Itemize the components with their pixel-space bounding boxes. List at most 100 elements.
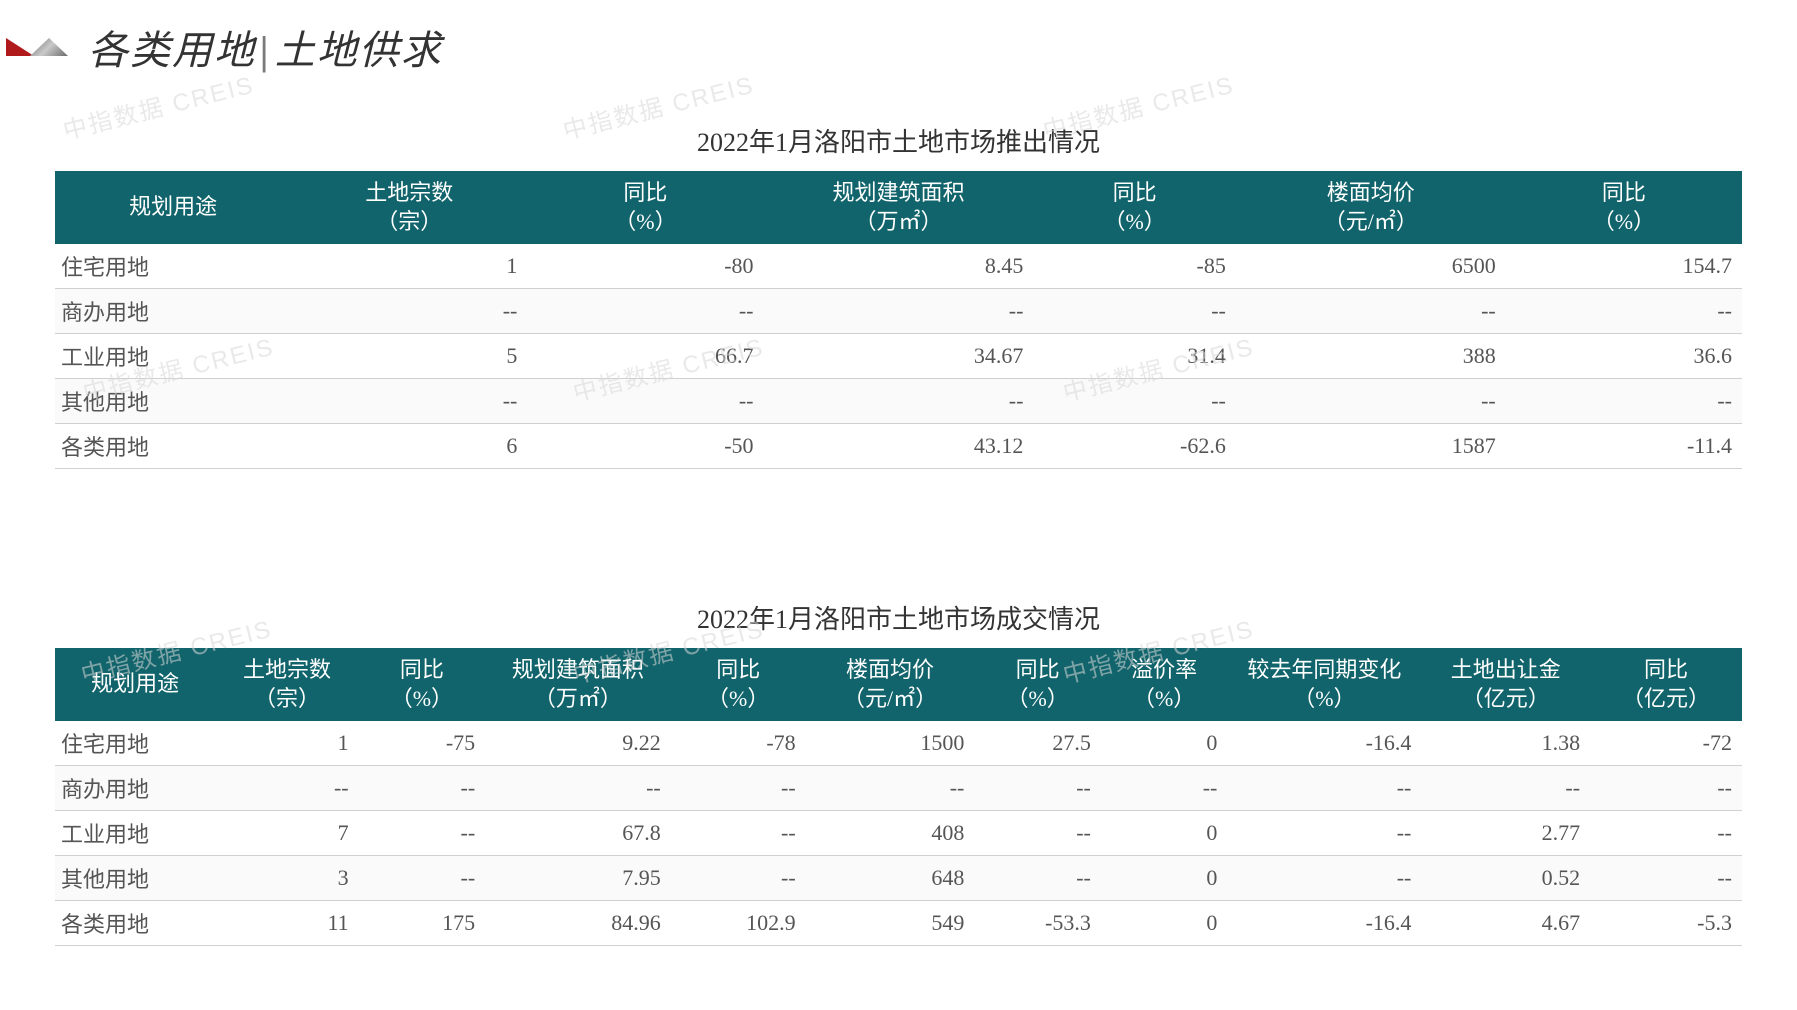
table2: 规划用途土地宗数（宗）同比（%）规划建筑面积（万㎡）同比（%）楼面均价（元/㎡）…: [55, 648, 1742, 946]
t2-cell: 1.38: [1421, 721, 1590, 766]
t2-cell: -5.3: [1590, 901, 1742, 946]
t2-cell: 67.8: [485, 811, 671, 856]
t2-cell: 1: [215, 721, 358, 766]
t1-cell: --: [1033, 289, 1235, 334]
t2-cell: 各类用地: [55, 901, 215, 946]
t2-cell: 2.77: [1421, 811, 1590, 856]
t1-cell: -80: [527, 244, 763, 289]
t1-cell: --: [1506, 379, 1742, 424]
t2-cell: 其他用地: [55, 856, 215, 901]
t1-cell: 其他用地: [55, 379, 291, 424]
t2-cell: -78: [671, 721, 806, 766]
t1-cell: --: [1236, 379, 1506, 424]
logo-red-triangle: [6, 38, 34, 56]
t1-cell: 1: [291, 244, 527, 289]
t2-cell: --: [359, 811, 486, 856]
t2-cell: 7.95: [485, 856, 671, 901]
table-row: 各类用地1117584.96102.9549-53.30-16.44.67-5.…: [55, 901, 1742, 946]
t2-col-10: 同比（亿元）: [1590, 648, 1742, 721]
t2-cell: 102.9: [671, 901, 806, 946]
t2-cell: --: [1227, 811, 1421, 856]
t2-cell: -16.4: [1227, 721, 1421, 766]
t2-col-4: 同比（%）: [671, 648, 806, 721]
t1-cell: 31.4: [1033, 334, 1235, 379]
t1-cell: --: [291, 289, 527, 334]
t1-cell: 66.7: [527, 334, 763, 379]
t2-cell: --: [215, 766, 358, 811]
table-row: 住宅用地1-808.45-856500154.7: [55, 244, 1742, 289]
t1-cell: 6500: [1236, 244, 1506, 289]
page-header: 各类用地|土地供求: [0, 0, 1797, 94]
table1-title: 2022年1月洛阳市土地市场推出情况: [55, 122, 1742, 159]
t1-cell: 388: [1236, 334, 1506, 379]
t1-cell: 8.45: [764, 244, 1034, 289]
t1-cell: -62.6: [1033, 424, 1235, 469]
t1-cell: --: [764, 379, 1034, 424]
t2-cell: 工业用地: [55, 811, 215, 856]
t2-col-8: 较去年同期变化（%）: [1227, 648, 1421, 721]
t2-cell: -75: [359, 721, 486, 766]
t1-cell: 1587: [1236, 424, 1506, 469]
t2-cell: -72: [1590, 721, 1742, 766]
t2-col-2: 同比（%）: [359, 648, 486, 721]
page-title: 各类用地|土地供求: [88, 18, 443, 76]
t1-cell: 6: [291, 424, 527, 469]
t1-cell: --: [527, 289, 763, 334]
t2-cell: 11: [215, 901, 358, 946]
t1-col-0: 规划用途: [55, 171, 291, 244]
table2-header-row: 规划用途土地宗数（宗）同比（%）规划建筑面积（万㎡）同比（%）楼面均价（元/㎡）…: [55, 648, 1742, 721]
brand-logo: [6, 38, 68, 56]
t2-cell: --: [974, 811, 1101, 856]
table1-header-row: 规划用途土地宗数（宗）同比（%）规划建筑面积（万㎡）同比（%）楼面均价（元/㎡）…: [55, 171, 1742, 244]
t1-cell: -11.4: [1506, 424, 1742, 469]
t2-cell: 商办用地: [55, 766, 215, 811]
t2-cell: --: [1227, 766, 1421, 811]
title-left: 各类用地: [88, 28, 256, 73]
t2-cell: 648: [806, 856, 975, 901]
t2-cell: -53.3: [974, 901, 1101, 946]
t2-cell: --: [671, 766, 806, 811]
table2-block: 2022年1月洛阳市土地市场成交情况 规划用途土地宗数（宗）同比（%）规划建筑面…: [55, 599, 1742, 946]
t2-cell: --: [1227, 856, 1421, 901]
t2-cell: 7: [215, 811, 358, 856]
t2-col-5: 楼面均价（元/㎡）: [806, 648, 975, 721]
t1-cell: -50: [527, 424, 763, 469]
table-row: 其他用地------------: [55, 379, 1742, 424]
t2-cell: 408: [806, 811, 975, 856]
t2-cell: --: [974, 856, 1101, 901]
t1-cell: --: [764, 289, 1034, 334]
t2-cell: --: [359, 766, 486, 811]
table-row: 各类用地6-5043.12-62.61587-11.4: [55, 424, 1742, 469]
table1-block: 2022年1月洛阳市土地市场推出情况 规划用途土地宗数（宗）同比（%）规划建筑面…: [55, 122, 1742, 469]
table-row: 工业用地566.734.6731.438836.6: [55, 334, 1742, 379]
table-row: 住宅用地1-759.22-78150027.50-16.41.38-72: [55, 721, 1742, 766]
table1: 规划用途土地宗数（宗）同比（%）规划建筑面积（万㎡）同比（%）楼面均价（元/㎡）…: [55, 171, 1742, 469]
t2-cell: --: [1101, 766, 1228, 811]
t1-cell: 154.7: [1506, 244, 1742, 289]
t2-cell: --: [806, 766, 975, 811]
t1-col-6: 同比（%）: [1506, 171, 1742, 244]
t1-cell: --: [1033, 379, 1235, 424]
t1-cell: 36.6: [1506, 334, 1742, 379]
t1-cell: 住宅用地: [55, 244, 291, 289]
t2-cell: 0: [1101, 856, 1228, 901]
t2-cell: 84.96: [485, 901, 671, 946]
table-row: 商办用地------------: [55, 289, 1742, 334]
t2-col-1: 土地宗数（宗）: [215, 648, 358, 721]
t2-cell: 549: [806, 901, 975, 946]
title-right: 土地供求: [275, 28, 443, 73]
t2-cell: --: [1590, 856, 1742, 901]
t2-col-3: 规划建筑面积（万㎡）: [485, 648, 671, 721]
t1-col-3: 规划建筑面积（万㎡）: [764, 171, 1034, 244]
t2-col-0: 规划用途: [55, 648, 215, 721]
t1-col-4: 同比（%）: [1033, 171, 1235, 244]
table-row: 工业用地7--67.8--408--0--2.77--: [55, 811, 1742, 856]
t1-col-5: 楼面均价（元/㎡）: [1236, 171, 1506, 244]
t2-cell: 0: [1101, 811, 1228, 856]
t2-cell: --: [485, 766, 671, 811]
t2-cell: 0: [1101, 901, 1228, 946]
t2-cell: --: [671, 856, 806, 901]
t2-cell: --: [974, 766, 1101, 811]
content-area: 2022年1月洛阳市土地市场推出情况 规划用途土地宗数（宗）同比（%）规划建筑面…: [0, 122, 1797, 946]
t2-cell: 0.52: [1421, 856, 1590, 901]
